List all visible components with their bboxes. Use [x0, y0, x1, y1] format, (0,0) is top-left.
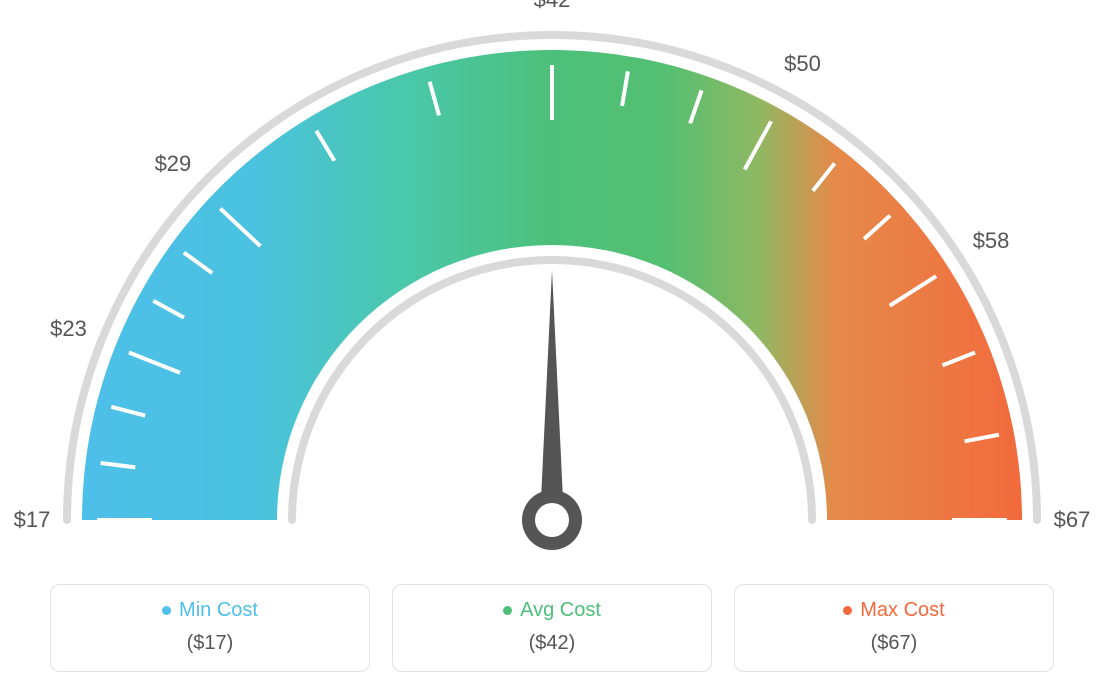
legend-dot-icon [843, 606, 852, 615]
legend-value: ($42) [403, 632, 701, 655]
legend-title: Min Cost [162, 599, 258, 622]
legend-label: Max Cost [860, 599, 944, 622]
gauge-tick-label: $23 [50, 316, 87, 342]
gauge-tick-label: $29 [155, 151, 192, 177]
legend-card-max: Max Cost ($67) [734, 584, 1054, 672]
legend-dot-icon [162, 606, 171, 615]
legend-label: Avg Cost [520, 599, 601, 622]
legend-value: ($67) [745, 632, 1043, 655]
gauge-needle [540, 270, 564, 520]
cost-gauge: $17 $23 $29 $42 $50 $58 $67 [0, 0, 1104, 560]
gauge-tick-label: $17 [14, 507, 51, 533]
gauge-tick-label: $42 [534, 0, 571, 13]
legend-value: ($17) [61, 632, 359, 655]
legend-label: Min Cost [179, 599, 258, 622]
legend-title: Max Cost [843, 599, 944, 622]
legend-dot-icon [503, 606, 512, 615]
legend-row: Min Cost ($17) Avg Cost ($42) Max Cost ($67) [0, 584, 1104, 672]
gauge-tick-label: $50 [784, 51, 821, 77]
legend-card-min: Min Cost ($17) [50, 584, 370, 672]
gauge-hub-inner [535, 503, 569, 537]
legend-title: Avg Cost [503, 599, 601, 622]
legend-card-avg: Avg Cost ($42) [392, 584, 712, 672]
gauge-svg [0, 0, 1104, 560]
gauge-tick-label: $58 [973, 228, 1010, 254]
gauge-tick-label: $67 [1054, 507, 1091, 533]
